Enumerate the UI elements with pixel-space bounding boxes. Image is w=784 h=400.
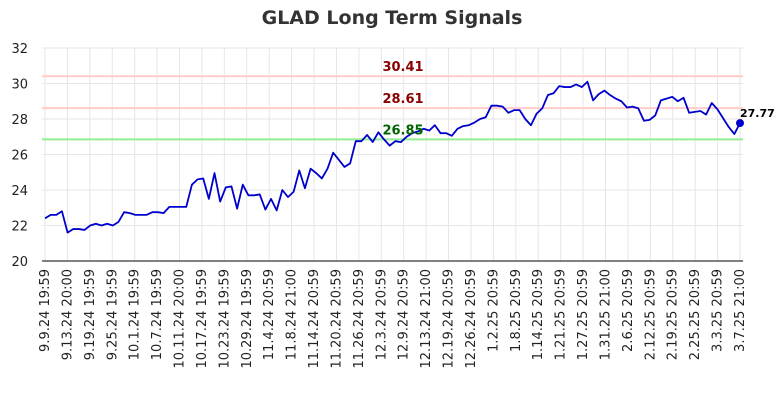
- grid: [42, 47, 743, 262]
- x-tick-label: 11.14.24 20:59: [307, 269, 322, 369]
- x-tick-label: 9.25.24 19:59: [105, 269, 120, 360]
- x-tick-label: 2.6.25 20:59: [621, 269, 636, 352]
- x-tick-label: 12.3.24 20:59: [374, 269, 389, 360]
- x-tick-label: 11.4.24 20:59: [262, 269, 277, 360]
- y-tick-label: 26: [11, 149, 28, 164]
- reference-line-label: 30.41: [382, 60, 423, 75]
- y-tick-label: 22: [11, 220, 28, 235]
- x-tick-label: 11.8.24 21:00: [285, 269, 300, 360]
- x-tick-label: 9.9.24 19:59: [38, 269, 53, 352]
- x-tick-label: 12.9.24 20:59: [397, 269, 412, 360]
- x-tick-label: 2.12.25 20:59: [643, 269, 658, 360]
- x-tick-label: 11.20.24 20:59: [329, 269, 344, 369]
- x-tick-label: 3.3.25 20:59: [711, 269, 726, 352]
- y-tick-label: 32: [11, 42, 28, 57]
- price-line: [44, 80, 741, 234]
- x-tick-label: 12.26.24 20:59: [464, 269, 479, 369]
- last-value-marker: [736, 119, 744, 128]
- x-tick-label: 1.31.25 21:00: [598, 269, 613, 360]
- x-tick-label: 11.26.24 20:59: [352, 269, 367, 369]
- labels: 30.41 28.61 26.85 27.77: [382, 60, 774, 138]
- reference-lines: [42, 75, 743, 141]
- x-tick-label: 10.11.24 20:00: [173, 269, 188, 369]
- x-tick-label: 10.1.24 19:59: [128, 269, 143, 360]
- x-tick-label: 10.29.24 19:59: [240, 269, 255, 369]
- x-tick-label: 2.19.25 20:59: [666, 269, 681, 360]
- x-tick-label: 1.8.25 20:59: [509, 269, 524, 352]
- y-tick-label: 24: [11, 184, 28, 199]
- x-tick-label: 2.25.25 20:59: [688, 269, 703, 360]
- x-tick-label: 10.23.24 19:59: [217, 269, 232, 369]
- x-tick-label: 1.27.25 20:59: [576, 269, 591, 360]
- x-tick-label: 10.7.24 19:59: [150, 269, 165, 360]
- chart-title: GLAD Long Term Signals: [261, 7, 523, 29]
- x-tick-label: 12.19.24 20:59: [442, 269, 457, 369]
- reference-line-label: 28.61: [382, 92, 423, 107]
- x-tick-label: 10.17.24 19:59: [195, 269, 210, 369]
- axes: 20 22 24 26 28 30 32 9.9.24 19:59 9.13.24 20:00 9…: [11, 42, 748, 369]
- y-tick-label: 28: [11, 113, 28, 128]
- x-tick-label: 1.21.25 20:59: [554, 269, 569, 360]
- x-tick-label: 1.14.25 20:59: [531, 269, 546, 360]
- reference-line-label: 26.85: [382, 123, 423, 138]
- last-value-label: 27.77: [740, 107, 775, 120]
- series-layer: [44, 80, 744, 234]
- x-tick-label: 3.7.25 21:00: [733, 269, 748, 352]
- y-tick-label: 20: [11, 255, 28, 270]
- x-tick-label: 9.13.24 20:00: [60, 269, 75, 360]
- y-tick-label: 30: [11, 78, 28, 93]
- x-tick-label: 1.2.25 20:59: [486, 269, 501, 352]
- x-tick-label: 9.19.24 19:59: [83, 269, 98, 360]
- x-tick-label: 12.13.24 21:00: [419, 269, 434, 369]
